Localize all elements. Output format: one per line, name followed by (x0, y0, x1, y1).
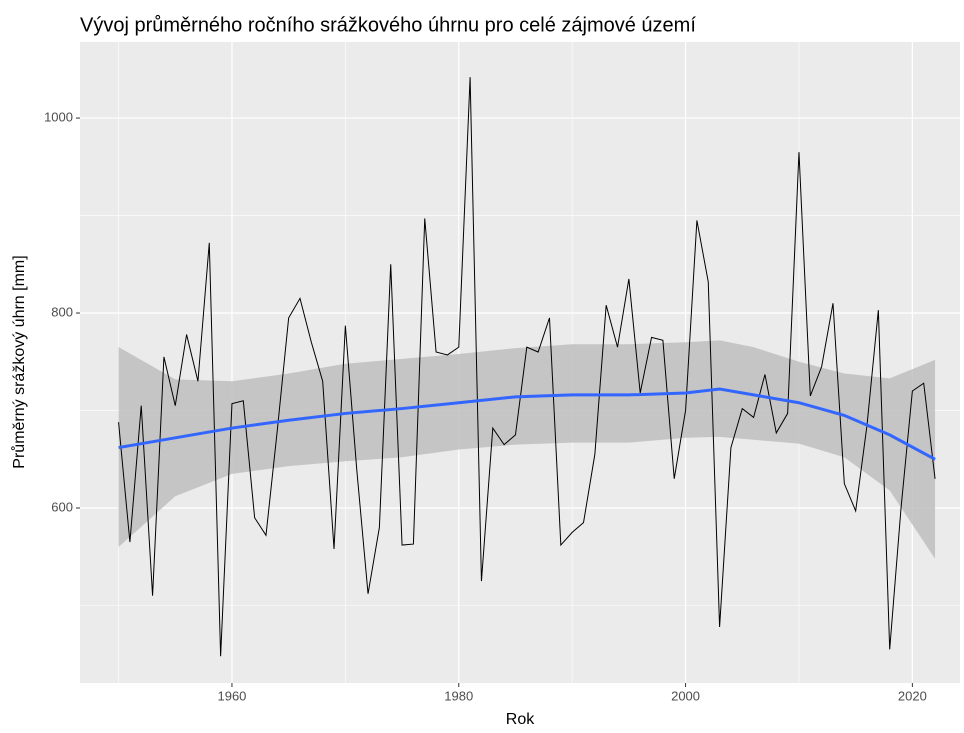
smooth-line (118, 387, 936, 461)
y-tick-label: 600 (51, 499, 73, 514)
y-tick-label: 1000 (44, 109, 73, 124)
chart-title: Vývoj průměrného ročního srážkového úhrn… (80, 14, 696, 36)
x-tick-label: 1980 (444, 688, 473, 703)
x-axis-label: Rok (506, 711, 535, 728)
y-tick-label: 800 (51, 304, 73, 319)
x-tick-label: 2000 (671, 688, 700, 703)
x-tick-label: 1960 (217, 688, 246, 703)
y-axis-label: Průměrný srážkový úhrn [mm] (10, 255, 28, 468)
data-line (118, 77, 936, 657)
confidence-band (118, 340, 936, 559)
x-tick-label: 2020 (898, 688, 927, 703)
